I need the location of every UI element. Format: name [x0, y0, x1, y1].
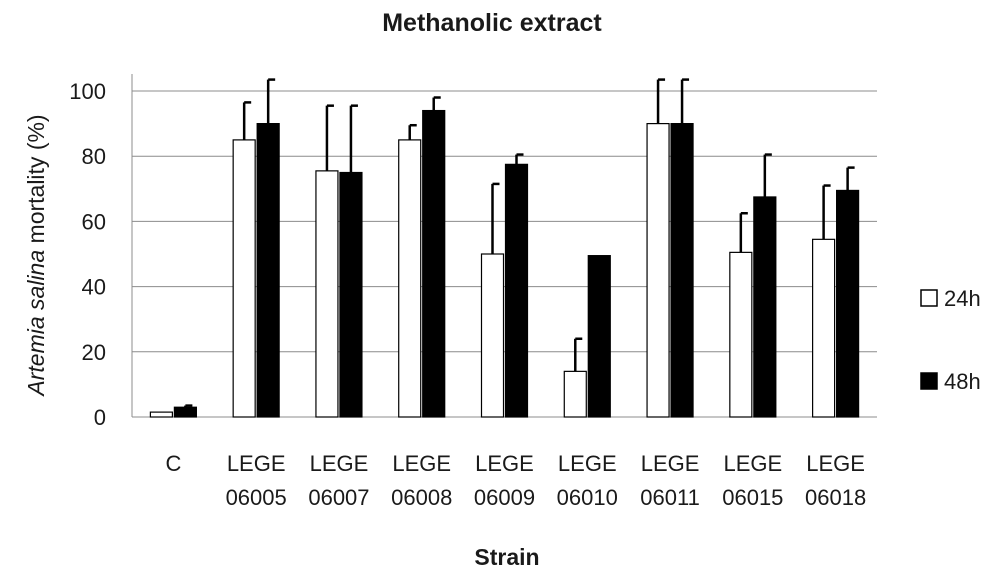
x-category-label-line2: 06015	[722, 485, 783, 510]
y-tick-label: 80	[82, 144, 106, 169]
legend: 24h 48h	[920, 286, 981, 394]
y-tick-label: 100	[69, 79, 106, 104]
y-tick-label: 60	[82, 209, 106, 234]
bar-24h-1	[232, 139, 256, 418]
x-category-label: LEGE	[723, 451, 782, 476]
bar-48h-6	[670, 122, 694, 418]
legend-label-48h: 48h	[944, 369, 981, 394]
x-axis-label: Strain	[474, 544, 539, 570]
legend-label-24h: 24h	[944, 286, 981, 311]
bar-48h-8	[836, 189, 860, 418]
legend-swatch-48h	[920, 372, 938, 390]
x-category-label-line2: 06018	[805, 485, 866, 510]
x-category-label-line2: 06008	[391, 485, 452, 510]
y-axis-label-rest: mortality (%)	[23, 114, 49, 249]
y-tick-labels: 0 20 40 60 80 100	[69, 79, 106, 430]
bar-24h-6	[646, 122, 670, 418]
x-category-label-line2: 06009	[474, 485, 535, 510]
bar-24h-2	[315, 170, 339, 418]
bar-24h-3	[398, 139, 422, 418]
bar-48h-7	[753, 196, 777, 418]
x-category-label-line2: 06005	[226, 485, 287, 510]
y-axis-label-italic: Artemia salina	[23, 250, 49, 398]
bar-24h-7	[729, 251, 753, 418]
bars	[149, 109, 860, 418]
bar-24h-5	[563, 370, 587, 418]
x-category-label-line2: 06011	[640, 485, 700, 510]
x-category-label: LEGE	[558, 451, 617, 476]
x-category-label: C	[165, 451, 181, 476]
error-bars	[184, 78, 855, 408]
x-category-label: LEGE	[475, 451, 534, 476]
bar-48h-1	[256, 122, 280, 418]
y-axis-label: Artemia salina mortality (%)	[23, 114, 49, 397]
x-category-label: LEGE	[806, 451, 865, 476]
x-category-label: LEGE	[641, 451, 700, 476]
bar-24h-8	[812, 238, 836, 418]
x-category-label: LEGE	[227, 451, 286, 476]
bar-24h-0	[149, 411, 173, 418]
bar-48h-3	[422, 109, 446, 418]
y-tick-label: 0	[94, 405, 106, 430]
bar-48h-4	[504, 163, 529, 418]
chart-title: Methanolic extract	[382, 9, 602, 37]
x-category-label: LEGE	[392, 451, 451, 476]
bar-48h-2	[339, 171, 363, 418]
bar-48h-5	[587, 255, 611, 418]
x-category-label-line2: 06010	[557, 485, 618, 510]
legend-swatch-24h	[920, 289, 938, 307]
y-tick-label: 40	[82, 275, 106, 300]
x-category-label: LEGE	[310, 451, 369, 476]
gridlines	[131, 74, 877, 418]
bar-24h-4	[480, 253, 505, 418]
x-category-labels: C LEGE 06005 LEGE 06007 LEGE 06008 LEGE 06009 LEG…	[165, 451, 866, 510]
y-tick-label: 20	[82, 340, 106, 365]
x-category-label-line2: 06007	[308, 485, 369, 510]
bar-48h-0	[173, 406, 197, 418]
